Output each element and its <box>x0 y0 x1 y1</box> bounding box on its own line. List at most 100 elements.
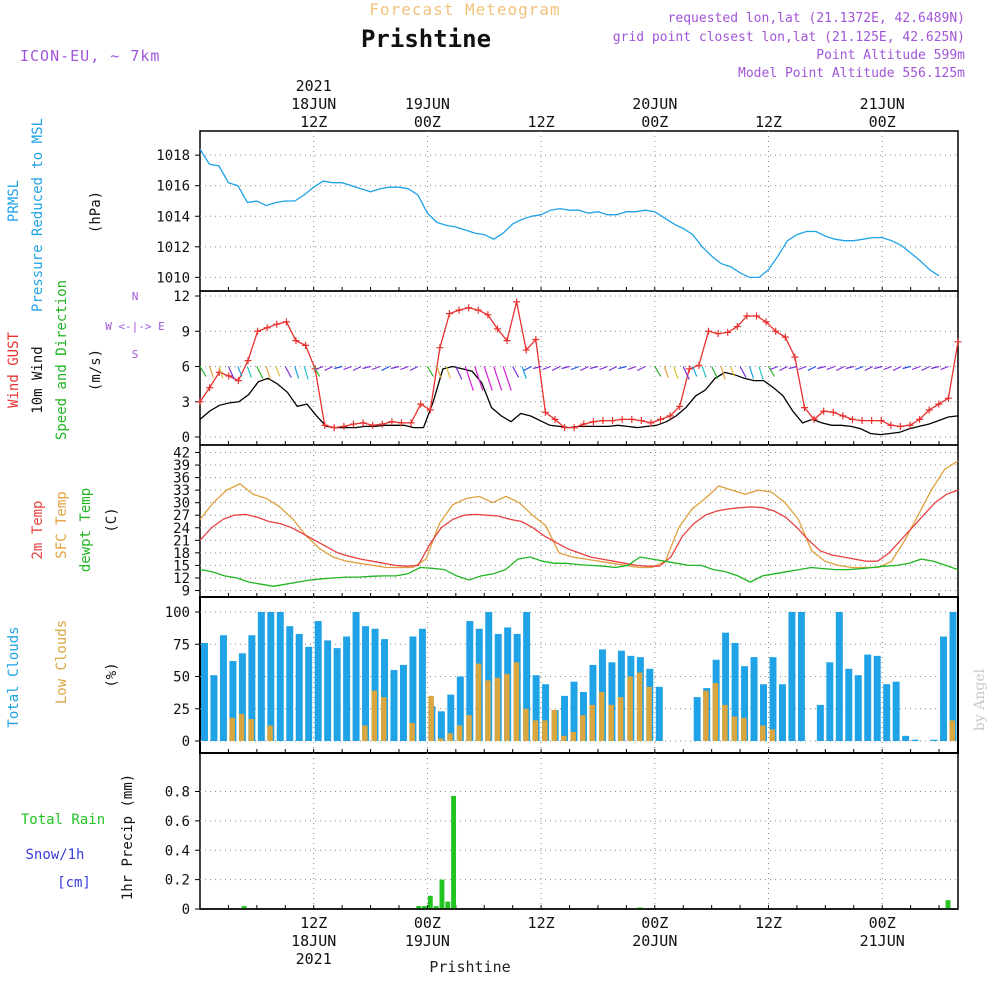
wind-gust-line-point <box>532 335 540 343</box>
temperature-ytick-label: 27 <box>173 508 190 524</box>
compass-north: N <box>132 290 139 303</box>
low-cloud-bar <box>722 704 728 741</box>
temperature-ytick-label: 36 <box>173 471 190 487</box>
wind-arrow <box>608 365 618 372</box>
low-cloud-bar <box>608 704 614 741</box>
compass-we: W <-|-> E <box>105 320 165 333</box>
wind-arrow <box>892 365 902 372</box>
wind-arrow <box>855 365 864 371</box>
grid-point-coords: grid point closest lon,lat (21.125E, 42.… <box>613 30 965 45</box>
wind-gust-line-point <box>781 333 789 341</box>
wind-arrow <box>758 366 764 380</box>
bottom-axis-label: 21JUN <box>860 932 905 950</box>
wind-arrow <box>599 365 608 371</box>
wind-gust-line-point <box>196 398 204 406</box>
wind-arrow <box>826 365 836 371</box>
wind-arrow <box>788 365 798 370</box>
top-axis-label: 00Z <box>414 113 441 131</box>
total-cloud-bar <box>437 711 445 741</box>
sfc-temp-line <box>199 460 959 569</box>
wind-arrow <box>426 366 434 377</box>
low-cloud-bar <box>466 715 472 741</box>
wind-direction-arrows <box>199 365 949 391</box>
wind-gust-line-point <box>666 412 674 420</box>
bottom-axis-label: 20JUN <box>632 932 677 950</box>
wind-gust-line-point <box>753 312 761 320</box>
wind-gust-line-point <box>417 400 425 408</box>
wind-gust-line-point <box>436 344 444 352</box>
low-cloud-bar <box>731 716 738 741</box>
wind-arrow <box>523 365 532 372</box>
wind-gust-line-point <box>561 424 569 432</box>
wind-gust-line-point <box>954 338 962 346</box>
wind-arrow <box>682 366 690 380</box>
wind-arrow <box>352 365 362 372</box>
temp-ylabel-sfc: SFC Temp <box>54 491 70 558</box>
wind-gust-line-point <box>407 419 415 427</box>
low-cloud-bar <box>409 722 415 741</box>
total-cloud-bar <box>333 648 341 741</box>
wind-arrow <box>512 366 520 378</box>
wind-gust-line-point <box>877 417 885 425</box>
total-cloud-bar <box>381 639 388 741</box>
wind-gust-line-point <box>944 394 952 402</box>
total-cloud-bar <box>892 681 900 741</box>
wind-gust-line-point <box>935 400 943 408</box>
wind-arrow <box>551 365 561 372</box>
model-altitude: Model Point Altitude 556.125m <box>738 66 965 81</box>
wind-gust-line-point <box>484 311 492 319</box>
low-cloud-bar <box>741 717 747 741</box>
wind-arrow <box>911 365 921 371</box>
total-cloud-bar <box>722 632 730 741</box>
wind-gust-line-point <box>474 306 482 314</box>
wind-arrow <box>637 365 646 372</box>
wind-gust-line-point <box>321 421 329 429</box>
low-cloud-bar <box>646 686 652 741</box>
wind-arrow <box>474 366 484 391</box>
wind-arrow <box>902 365 911 370</box>
total-cloud-bar <box>523 612 531 741</box>
total-cloud-bar <box>295 633 303 741</box>
top-axis-label: 12Z <box>528 113 555 131</box>
total-cloud-bar <box>902 735 910 741</box>
wind-ytick-label: 0 <box>182 430 190 446</box>
pressure-ytick-label: 1010 <box>156 270 190 286</box>
total-cloud-bar <box>201 642 208 741</box>
wind-arrow <box>739 366 747 378</box>
rain-bar <box>945 900 951 909</box>
temperature-ytick-label: 9 <box>182 583 190 599</box>
pressure-panel: 1010 1012 1014 1016 1018 <box>156 130 959 292</box>
wind-ylabel-gust: Wind GUST <box>6 332 22 408</box>
pressure-ylabel-1: PRMSL <box>6 180 22 222</box>
wind-arrow <box>864 365 873 372</box>
wind-arrow <box>930 365 940 370</box>
wind-gust-line-point <box>628 415 636 423</box>
credit-watermark: by Angel <box>972 668 988 731</box>
wind-arrow <box>654 366 662 377</box>
bottom-axis-label: 2021 <box>296 950 332 968</box>
wind-gust-line-point <box>465 304 473 312</box>
wind-arrow <box>313 366 321 377</box>
total-cloud-bar <box>466 621 474 741</box>
bottom-axis-label: 12Z <box>755 914 782 932</box>
total-cloud-bar <box>343 636 351 741</box>
low-cloud-bar <box>580 715 586 741</box>
rain-bar <box>439 879 445 909</box>
clouds-ylabel-low: Low Clouds <box>54 620 70 704</box>
low-cloud-bar <box>627 676 633 741</box>
wind-arrow <box>532 365 542 370</box>
total-cloud-bar <box>456 676 464 741</box>
wind-ylabel-dir: Speed and Direction <box>54 280 70 440</box>
wind-gust-line-point <box>800 404 808 412</box>
total-cloud-bar <box>835 612 843 741</box>
wind-arrow <box>227 366 235 380</box>
wind-gust-line-point <box>493 325 501 333</box>
wind-gust-line-point <box>839 412 847 420</box>
wind-arrow <box>324 365 333 372</box>
wind-gust-line-point <box>733 323 741 331</box>
wind-gust-line-point <box>685 365 693 373</box>
precip-ytick-label: 0.4 <box>165 843 190 859</box>
wind-arrow <box>483 366 493 391</box>
total-cloud-bar <box>238 653 246 741</box>
